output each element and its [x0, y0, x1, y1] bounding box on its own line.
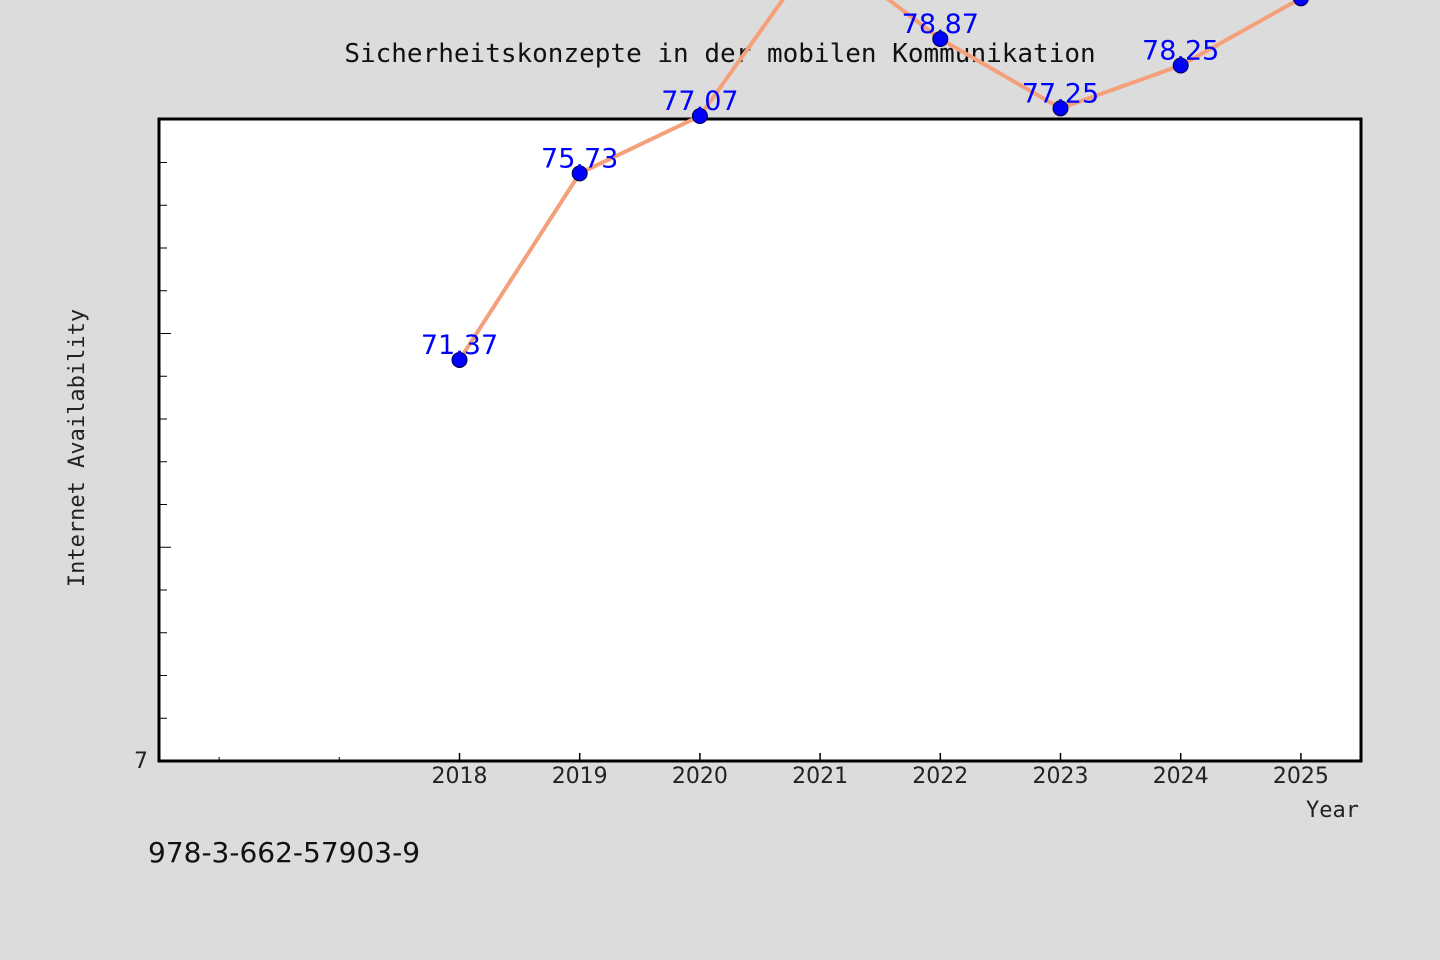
- data-point: [932, 30, 949, 47]
- series-line-segment: [1178, 0, 1302, 68]
- plot-area: [157, 117, 1363, 763]
- y-axis-label: Internet Availability: [65, 309, 90, 587]
- chart-title: Sicherheitskonzepte in der mobilen Kommu…: [344, 39, 1095, 69]
- data-label: 78.87: [902, 9, 979, 40]
- x-tick-label: 2025: [1273, 764, 1329, 789]
- footer-isbn: 978-3-662-57903-9: [148, 836, 420, 869]
- data-point: [451, 351, 468, 368]
- y-axis-ticks: [159, 162, 171, 762]
- data-label: 78.25: [1142, 36, 1219, 67]
- x-tick-label: 2021: [792, 764, 848, 789]
- x-tick-label: 2019: [552, 764, 608, 789]
- data-point: [1052, 100, 1069, 117]
- x-tick-label: 2018: [432, 764, 488, 789]
- marker-group: [451, 0, 1309, 368]
- y-tick-label: 7: [134, 749, 148, 774]
- x-axis-ticks: 2018 2019 2020 2021 2022 2023 2024 2025: [432, 753, 1329, 789]
- series-line-segment: [938, 36, 1063, 111]
- x-axis-label: Year: [1306, 798, 1359, 823]
- x-tick-label: 2020: [672, 764, 728, 789]
- series-line-segment: [697, 0, 786, 119]
- series-line-segment: [577, 114, 702, 176]
- data-point: [1172, 57, 1189, 74]
- data-label: 77.25: [1022, 78, 1099, 109]
- data-label: 71.37: [421, 330, 498, 361]
- x-tick-label: 2022: [912, 764, 968, 789]
- series-line-segment: [1058, 63, 1183, 111]
- series-line-segment: [885, 0, 943, 41]
- x-axis-minor-ticks: [218, 757, 340, 761]
- x-tick-label: 2023: [1033, 764, 1089, 789]
- data-label: 75.73: [541, 143, 618, 174]
- data-point: [571, 165, 588, 182]
- x-tick-label: 2024: [1153, 764, 1209, 789]
- data-point: [691, 108, 708, 125]
- data-label: 77.07: [661, 86, 738, 117]
- data-point: [1293, 0, 1309, 7]
- series-line-group: [457, 0, 1302, 362]
- series-line-segment: [457, 171, 582, 362]
